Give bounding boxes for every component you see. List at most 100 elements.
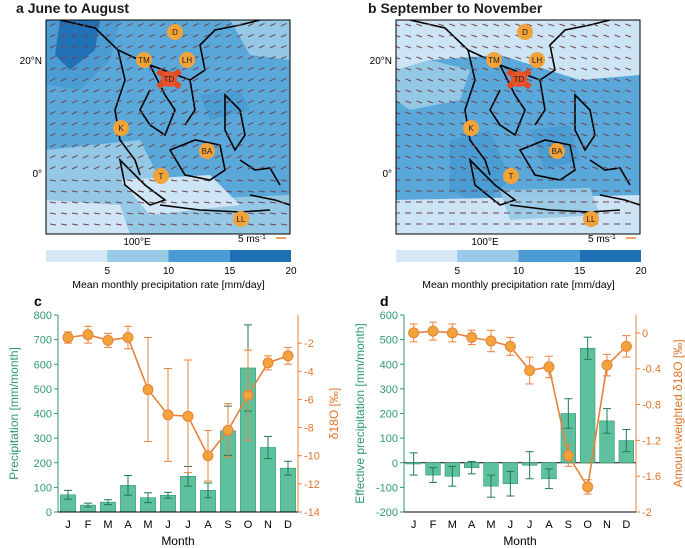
line-point: [162, 409, 174, 421]
map-panel-a-title: a June to August: [16, 0, 129, 16]
colorbar-tick-label: 20: [285, 266, 297, 277]
right-tick-label: -2: [304, 338, 314, 350]
station-label: TM: [138, 56, 150, 65]
wind-scale-label: 5 ms-1: [588, 234, 616, 246]
coastline: [168, 139, 226, 181]
station-marker-lh: LH: [179, 52, 195, 68]
station-marker-tm: TM: [486, 52, 502, 68]
x-tick-label: J: [185, 519, 191, 531]
station-marker-ba: BA: [199, 143, 215, 159]
x-axis-label: Month: [503, 534, 536, 548]
left-tick-label: 500: [380, 335, 398, 347]
station-marker-d: D: [517, 24, 533, 40]
right-tick-label: -0.4: [642, 364, 661, 376]
line-point: [427, 325, 439, 337]
y2-axis-label: Amount-weighted δ18O [‰]: [671, 339, 685, 487]
precip-patch: [230, 20, 290, 60]
lon-label-100e: 100°E: [471, 237, 499, 248]
left-tick-label: 0: [46, 507, 52, 519]
lat-label-0: 0°: [382, 169, 392, 180]
right-tick-label: -10: [304, 451, 320, 463]
precip-patch: [55, 20, 100, 70]
left-tick-label: 400: [380, 359, 398, 371]
colorbar-tick-label: 5: [104, 266, 110, 277]
line-point: [202, 450, 214, 462]
colorbar-tick-label: 5: [454, 266, 460, 277]
precip-patch: [396, 20, 640, 80]
coastline: [59, 20, 261, 81]
coastline: [409, 20, 611, 81]
colorbar-tick-label: 20: [635, 266, 647, 277]
station-marker-ba: BA: [549, 143, 565, 159]
left-tick-label: 300: [380, 384, 398, 396]
station-label: LH: [182, 56, 192, 65]
line-point: [582, 481, 594, 493]
chart-panel-letter: d: [380, 293, 389, 309]
line-point: [562, 450, 574, 462]
left-tick-label: 600: [34, 359, 52, 371]
map-panel-a: a June to August: [0, 0, 300, 290]
line-point: [242, 389, 254, 401]
x-tick-label: M: [486, 519, 495, 531]
coastline: [509, 204, 621, 213]
x-tick-label: M: [448, 519, 457, 531]
x-tick-label: F: [430, 519, 437, 531]
colorbar-swatch: [229, 250, 291, 262]
coastline: [249, 194, 290, 206]
precip-patch: [396, 60, 470, 110]
right-tick-label: -2: [642, 507, 652, 519]
map-panel-b: b September to November: [350, 0, 680, 290]
colorbar-tick-label: 10: [163, 266, 175, 277]
station-label: K: [118, 124, 124, 133]
line-point: [262, 357, 274, 369]
colorbar-label: Mean monthly precipitation rate [mm/day]: [422, 279, 615, 291]
coastline: [599, 194, 640, 206]
x-tick-label: J: [65, 519, 71, 531]
left-tick-label: -100: [376, 482, 398, 494]
coastline: [184, 79, 196, 126]
left-tick-label: 0: [392, 458, 398, 470]
line-point: [504, 340, 516, 352]
line-point: [601, 359, 613, 371]
colorbar-swatch: [457, 250, 519, 262]
lat-label-0: 0°: [32, 169, 42, 180]
station-marker-ll: LL: [583, 211, 599, 227]
line-point: [524, 365, 536, 377]
y2-axis-label: δ18O [‰]: [327, 388, 341, 439]
panel-title: June to August: [27, 0, 130, 16]
station-marker-ll: LL: [233, 211, 249, 227]
station-label: T: [159, 172, 164, 181]
wind-vectors: [396, 23, 632, 225]
station-label: D: [172, 28, 178, 37]
x-tick-label: N: [603, 519, 611, 531]
station-marker-td: TD: [156, 68, 182, 90]
station-label: TD: [514, 75, 525, 84]
colorbar-swatch: [46, 250, 108, 262]
coastline: [159, 204, 271, 213]
left-tick-label: 300: [34, 433, 52, 445]
x-tick-label: O: [244, 519, 253, 531]
colorbar-swatch: [168, 250, 230, 262]
x-tick-label: N: [264, 519, 272, 531]
lat-label-20n: 20°N: [370, 56, 392, 67]
y-axis-label: Precipitation [mm/month]: [7, 347, 21, 480]
station-label: LL: [587, 215, 596, 224]
x-tick-label: J: [411, 519, 417, 531]
coastline: [139, 64, 176, 137]
left-tick-label: 800: [34, 310, 52, 322]
x-tick-label: J: [165, 519, 171, 531]
left-tick-label: -200: [376, 507, 398, 519]
coastline: [489, 64, 526, 137]
colorbar-tick-label: 15: [224, 266, 236, 277]
x-tick-label: J: [508, 519, 514, 531]
x-tick-label: S: [224, 519, 231, 531]
coastline: [589, 159, 631, 186]
map-b: D TM LH TD K BA T LL 20°N 0° 100°E 5 ms-1 5 10 15 20 Mea…: [370, 19, 647, 291]
precip-patch: [46, 200, 130, 234]
left-tick-label: 100: [34, 482, 52, 494]
right-tick-label: -0.8: [642, 400, 661, 412]
line-point: [466, 331, 478, 343]
left-tick-label: 700: [34, 335, 52, 347]
colorbar: 5 10 15 20 Mean monthly precipitation rate […: [396, 250, 647, 291]
station-marker-lh: LH: [529, 52, 545, 68]
